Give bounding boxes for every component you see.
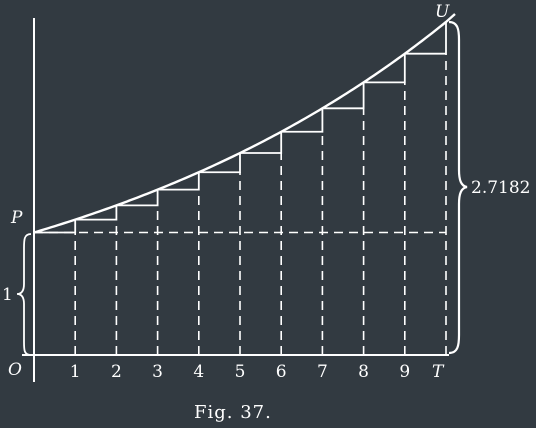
figure-caption: Fig. 37. xyxy=(194,402,272,423)
step-9 xyxy=(363,53,406,84)
label-t: T xyxy=(432,362,445,382)
step-7 xyxy=(281,108,324,133)
step-3 xyxy=(116,189,159,207)
step-5 xyxy=(198,153,241,174)
brace-right xyxy=(448,20,468,355)
label-p: P xyxy=(10,208,23,228)
step-1 xyxy=(34,219,77,234)
label-u: U xyxy=(435,2,450,22)
brace-left-label: 1 xyxy=(2,285,13,305)
step-8 xyxy=(322,82,365,110)
step-6 xyxy=(240,131,283,154)
x-tick-4: 4 xyxy=(193,362,204,382)
step-4 xyxy=(157,172,200,191)
x-tick-8: 8 xyxy=(358,362,369,382)
step-10 xyxy=(404,22,447,55)
x-tick-labels: 1 2 3 4 5 6 7 8 9 xyxy=(70,362,410,382)
axes xyxy=(22,18,449,382)
label-o: O xyxy=(8,360,22,380)
step-staircase xyxy=(34,22,447,234)
x-tick-2: 2 xyxy=(111,362,122,382)
exponential-curve xyxy=(33,13,456,234)
step-2 xyxy=(75,205,118,221)
x-tick-5: 5 xyxy=(235,362,246,382)
dashed-guides xyxy=(34,53,447,355)
x-tick-9: 9 xyxy=(399,362,410,382)
brace-right-label: 2.7182 xyxy=(471,178,530,198)
brace-left xyxy=(16,233,32,356)
x-tick-3: 3 xyxy=(152,362,163,382)
x-tick-6: 6 xyxy=(276,362,287,382)
x-tick-7: 7 xyxy=(317,362,328,382)
x-tick-1: 1 xyxy=(70,362,81,382)
